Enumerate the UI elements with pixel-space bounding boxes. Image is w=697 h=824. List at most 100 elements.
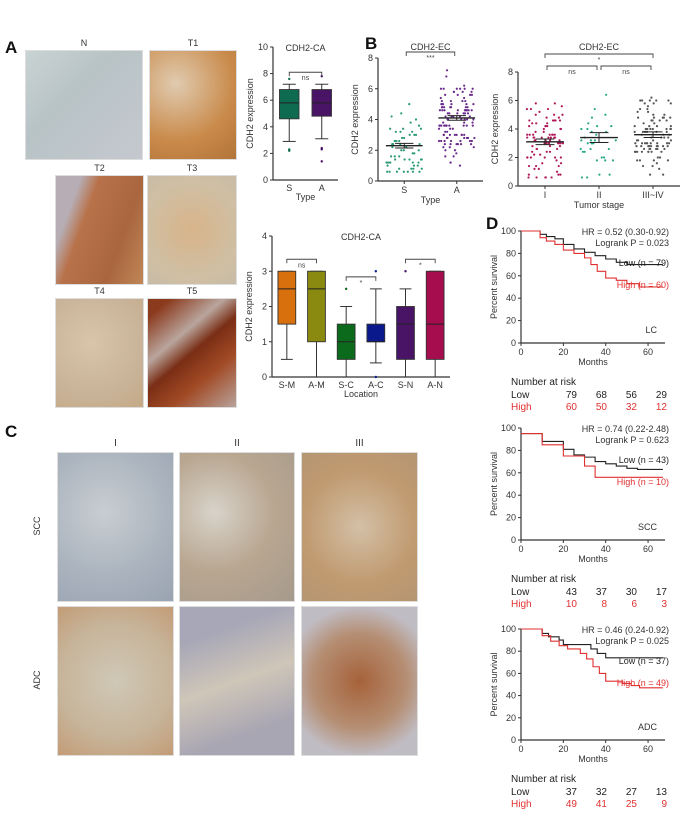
- svg-text:60: 60: [643, 544, 653, 554]
- svg-text:0: 0: [511, 735, 516, 745]
- survival-curve: [521, 230, 663, 288]
- svg-text:20: 20: [506, 316, 516, 326]
- micrograph-n: [25, 50, 143, 160]
- svg-text:80: 80: [506, 646, 516, 656]
- svg-text:S-N: S-N: [398, 380, 414, 390]
- risk-table: Number at risk Low 37 32 27 13 High 49 41 25 9: [511, 774, 667, 811]
- micrograph-t2: [55, 175, 144, 285]
- svg-text:60: 60: [643, 347, 653, 357]
- survival-curve: [521, 230, 663, 266]
- svg-text:0: 0: [262, 372, 267, 382]
- column-label: I: [114, 438, 117, 449]
- svg-text:40: 40: [601, 347, 611, 357]
- svg-text:S-M: S-M: [279, 380, 296, 390]
- risk-table-title: Number at risk: [511, 574, 577, 585]
- svg-text:4: 4: [263, 122, 268, 132]
- column-label: III: [355, 438, 364, 449]
- svg-text:6: 6: [508, 96, 513, 106]
- chart-title: CDH2-EC: [410, 42, 451, 52]
- svg-text:40: 40: [601, 544, 611, 554]
- svg-text:8: 8: [263, 69, 268, 79]
- svg-text:60: 60: [506, 271, 516, 281]
- hr-text: HR = 0.52 (0.30-0.92): [582, 227, 669, 237]
- svg-text:20: 20: [558, 347, 568, 357]
- svg-text:ns: ns: [302, 75, 310, 82]
- risk-table: Number at risk Low 43 37 30 17 High 10 8 6 3: [511, 574, 667, 611]
- svg-text:A-N: A-N: [427, 380, 443, 390]
- hr-text: HR = 0.74 (0.22-2.48): [582, 424, 669, 434]
- legend-high: High (n = 10): [617, 477, 669, 487]
- svg-text:2: 2: [508, 153, 513, 163]
- chart-d-adc: 0 20 40 60 80 100 Percent survival Months 0 20 40 6…: [489, 624, 669, 764]
- y-axis-label: CDH2 expression: [490, 94, 500, 165]
- chart-d-scc: 0 20 40 60 80 100 Percent survival Months 0 20 40 6…: [489, 423, 669, 564]
- chart-title: CDH2-CA: [285, 43, 325, 53]
- y-axis-label: CDH2 expression: [245, 78, 255, 149]
- panel-label-b: B: [365, 34, 378, 53]
- box-S: [279, 89, 300, 120]
- svg-text:40: 40: [506, 490, 516, 500]
- chart-d-lc: 0 20 40 60 80 100 Percent survival Months 0 20 40 6…: [489, 226, 669, 367]
- x-axis-label: Tumor stage: [574, 200, 624, 210]
- micrograph-t5: [147, 298, 237, 408]
- svg-text:0: 0: [263, 175, 268, 185]
- x-axis-label: Type: [421, 195, 441, 205]
- x-axis-label: Months: [578, 357, 608, 367]
- risk-table-title: Number at risk: [511, 377, 577, 388]
- cohort-label: LC: [645, 325, 657, 335]
- risk-row: High 10 8 6 3: [511, 599, 667, 610]
- micrograph-t4: [55, 298, 144, 408]
- micrograph-label: T5: [186, 286, 198, 296]
- x-axis-label: Type: [296, 192, 316, 202]
- svg-text:4: 4: [368, 115, 373, 125]
- svg-text:0: 0: [368, 176, 373, 186]
- micrograph-c-4: [179, 606, 295, 756]
- svg-text:S: S: [401, 185, 407, 195]
- svg-text:20: 20: [558, 544, 568, 554]
- column-label: II: [234, 438, 240, 449]
- svg-text:60: 60: [643, 744, 653, 754]
- svg-text:4: 4: [508, 124, 513, 134]
- y-axis-label: CDH2 expression: [350, 84, 360, 155]
- x-axis-label: Months: [578, 554, 608, 564]
- micrograph-c-3: [57, 606, 174, 756]
- panel-label-a: A: [5, 38, 18, 57]
- legend-low: Low (n = 37): [619, 656, 669, 666]
- micrograph-label: T1: [187, 38, 199, 48]
- micrograph-c-1: [179, 452, 295, 602]
- micrograph-t1: [149, 50, 237, 160]
- legend-low: Low (n = 79): [619, 258, 669, 268]
- hr-text: HR = 0.46 (0.24-0.92): [582, 625, 669, 635]
- x-axis-label: Location: [344, 389, 378, 399]
- svg-text:S-C: S-C: [338, 380, 354, 390]
- box-A-M: [307, 270, 326, 343]
- svg-text:6: 6: [368, 84, 373, 94]
- svg-text:40: 40: [506, 691, 516, 701]
- svg-text:3: 3: [262, 266, 267, 276]
- risk-row: High 60 50 32 12: [511, 402, 667, 413]
- svg-text:0: 0: [518, 744, 523, 754]
- svg-text:I: I: [544, 190, 547, 200]
- micrograph-c-5: [301, 606, 418, 756]
- survival-curve: [521, 628, 663, 689]
- svg-text:10: 10: [258, 42, 268, 52]
- svg-text:0: 0: [511, 338, 516, 348]
- survival-curve: [521, 433, 663, 478]
- legend-low: Low (n = 43): [619, 455, 669, 465]
- svg-text:100: 100: [501, 226, 516, 236]
- svg-text:100: 100: [501, 423, 516, 433]
- panel-label-c: C: [5, 422, 18, 441]
- risk-row: Low 43 37 30 17: [511, 587, 667, 598]
- micrograph-label: T2: [94, 163, 105, 173]
- risk-row: Low 37 32 27 13: [511, 787, 667, 798]
- chart-b-type: 0 2 4 6 8 CDH2 expression Type CDH2-EC S A ***: [350, 42, 483, 205]
- legend-high: High (n = 49): [617, 678, 669, 688]
- svg-text:*: *: [598, 57, 601, 64]
- logrank-text: Logrank P = 0.023: [595, 238, 669, 248]
- risk-table: Number at risk Low 79 68 56 29 High 60 50 32 12: [511, 377, 667, 414]
- micrograph-c-0: [57, 452, 174, 602]
- risk-table-title: Number at risk: [511, 774, 577, 785]
- cohort-label: ADC: [638, 722, 658, 732]
